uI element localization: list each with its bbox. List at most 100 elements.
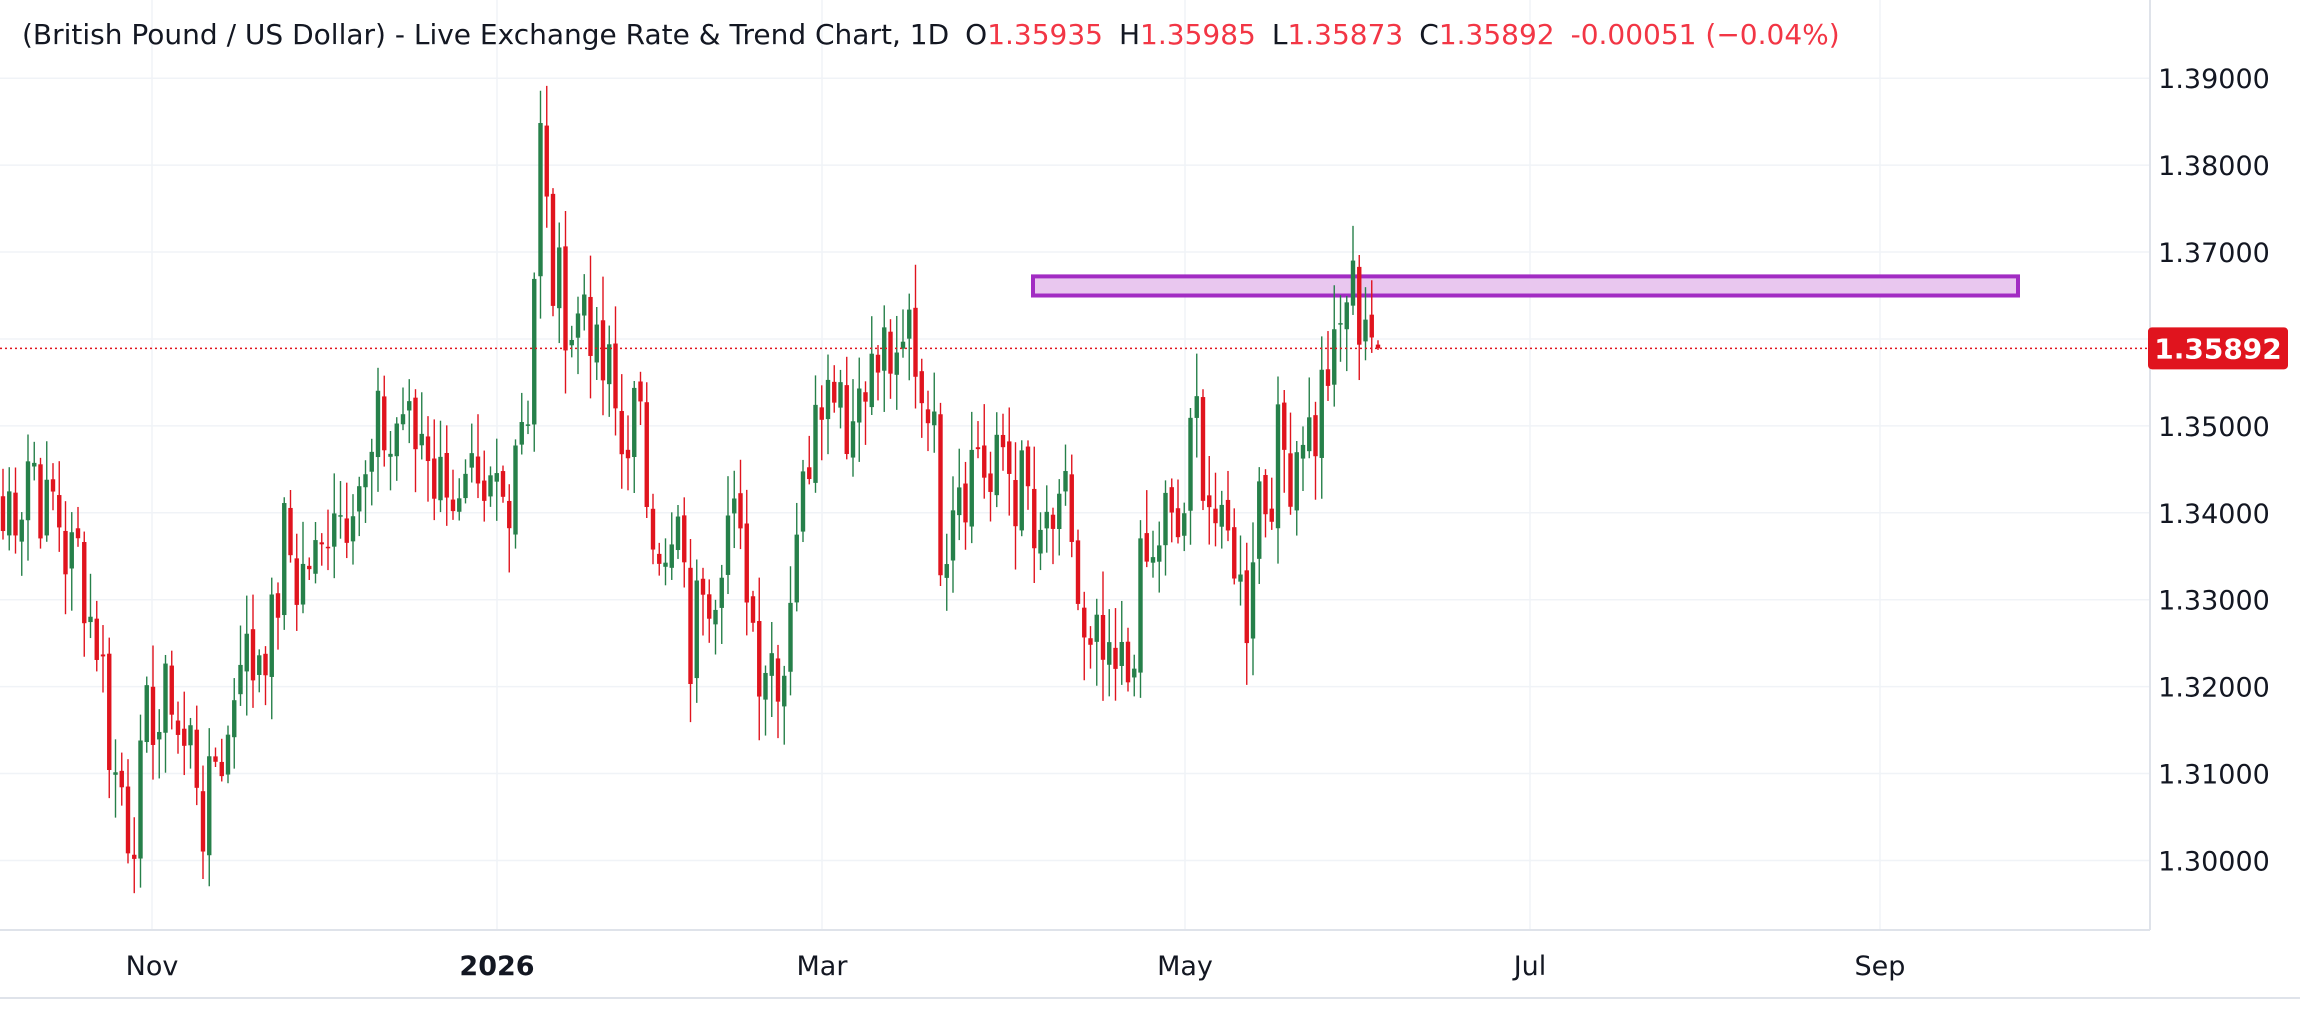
candle-body [525, 424, 531, 426]
candle-body [532, 278, 537, 425]
candle-up [19, 512, 24, 576]
candle-body [1082, 607, 1087, 638]
candle-down [1225, 470, 1231, 542]
candle-body [857, 388, 862, 423]
candle-down [288, 489, 293, 563]
x-tick-label: 2026 [459, 951, 534, 982]
candle-body [850, 421, 856, 458]
candle-down [325, 509, 331, 571]
candle-down [819, 385, 824, 461]
candle-down [38, 457, 43, 549]
x-tick-label: Mar [797, 951, 849, 982]
candle-up [88, 573, 93, 639]
candle-body [475, 456, 481, 484]
candle-up [332, 473, 337, 579]
candle-body [19, 519, 24, 542]
candle-body [419, 433, 424, 446]
candle-body [7, 491, 12, 536]
candle-up [950, 476, 956, 593]
candle-body [1344, 302, 1349, 330]
candle-body [63, 530, 68, 575]
candle-up [1307, 377, 1312, 459]
candle-body [100, 654, 106, 657]
candle-body [269, 594, 274, 677]
candle-body [113, 772, 118, 775]
candle-up [794, 502, 799, 612]
candle-down [13, 467, 18, 554]
candle-up [438, 420, 443, 513]
candle-up [632, 381, 637, 494]
candle-body [888, 331, 893, 374]
candle-body [1094, 614, 1099, 642]
candle-down [0, 468, 6, 540]
candle-body [975, 447, 981, 450]
candle-down [1082, 591, 1087, 681]
candle-body [482, 480, 487, 501]
candle-down [700, 567, 706, 636]
candle-down [644, 382, 649, 519]
candle-body [375, 390, 381, 458]
candle-body [1169, 487, 1174, 513]
candle-down [1263, 469, 1268, 538]
x-tick-label: Nov [126, 951, 179, 982]
candle-up [894, 315, 899, 410]
candle-body [650, 508, 656, 550]
symbol-legend: (British Pound / US Dollar) - Live Excha… [22, 18, 1840, 51]
candle-down [1169, 478, 1174, 543]
candle-body [788, 602, 793, 672]
candle-down [1269, 477, 1274, 530]
candle-body [1375, 344, 1381, 349]
candle-down [319, 533, 324, 566]
candle-down [913, 264, 918, 409]
candle-body [832, 381, 837, 403]
candle-body [807, 467, 812, 480]
candle-down [744, 489, 749, 636]
candle-down [650, 493, 656, 565]
candle-body [213, 756, 218, 762]
candle-body [394, 423, 399, 457]
candle-up [944, 533, 949, 611]
candle-body [1119, 641, 1124, 666]
candle-up [44, 441, 49, 542]
candle-down [132, 817, 137, 894]
candle-up [338, 481, 343, 539]
candle-body [169, 665, 174, 715]
x-tick-label: May [1157, 951, 1213, 982]
candle-up [1132, 654, 1137, 697]
candle-body [919, 371, 924, 404]
candle-body [50, 479, 56, 492]
candle-body [900, 341, 906, 349]
candle-up [1119, 600, 1124, 685]
candle-up [7, 467, 12, 551]
candle-up [419, 392, 424, 460]
y-tick-label: 1.33000 [2158, 586, 2270, 617]
candle-body [294, 558, 299, 605]
candle-body [175, 720, 181, 735]
candle-body [538, 123, 543, 277]
candle-down [1232, 508, 1237, 585]
candle-down [625, 415, 631, 491]
candle-up [1194, 353, 1199, 458]
candle-down [1282, 390, 1287, 493]
candle-down [1000, 413, 1006, 471]
candle-down [507, 484, 512, 573]
candle-body [600, 320, 606, 381]
candle-body [907, 309, 912, 339]
open-value: 1.35935 [987, 18, 1103, 51]
resistance-zone-layer [1031, 274, 2020, 298]
candle-up [394, 417, 399, 481]
candle-down [875, 345, 881, 401]
candle-down [688, 539, 693, 723]
candle-up [138, 714, 143, 888]
candle-up [519, 392, 524, 455]
candle-up [725, 476, 731, 595]
candle-down [707, 579, 712, 643]
x-tick-label: Sep [1855, 951, 1906, 982]
candle-body [125, 786, 131, 854]
candle-up [369, 438, 374, 506]
candle-up [1107, 609, 1112, 697]
candle-up [1332, 285, 1337, 407]
candle-body [750, 596, 756, 623]
